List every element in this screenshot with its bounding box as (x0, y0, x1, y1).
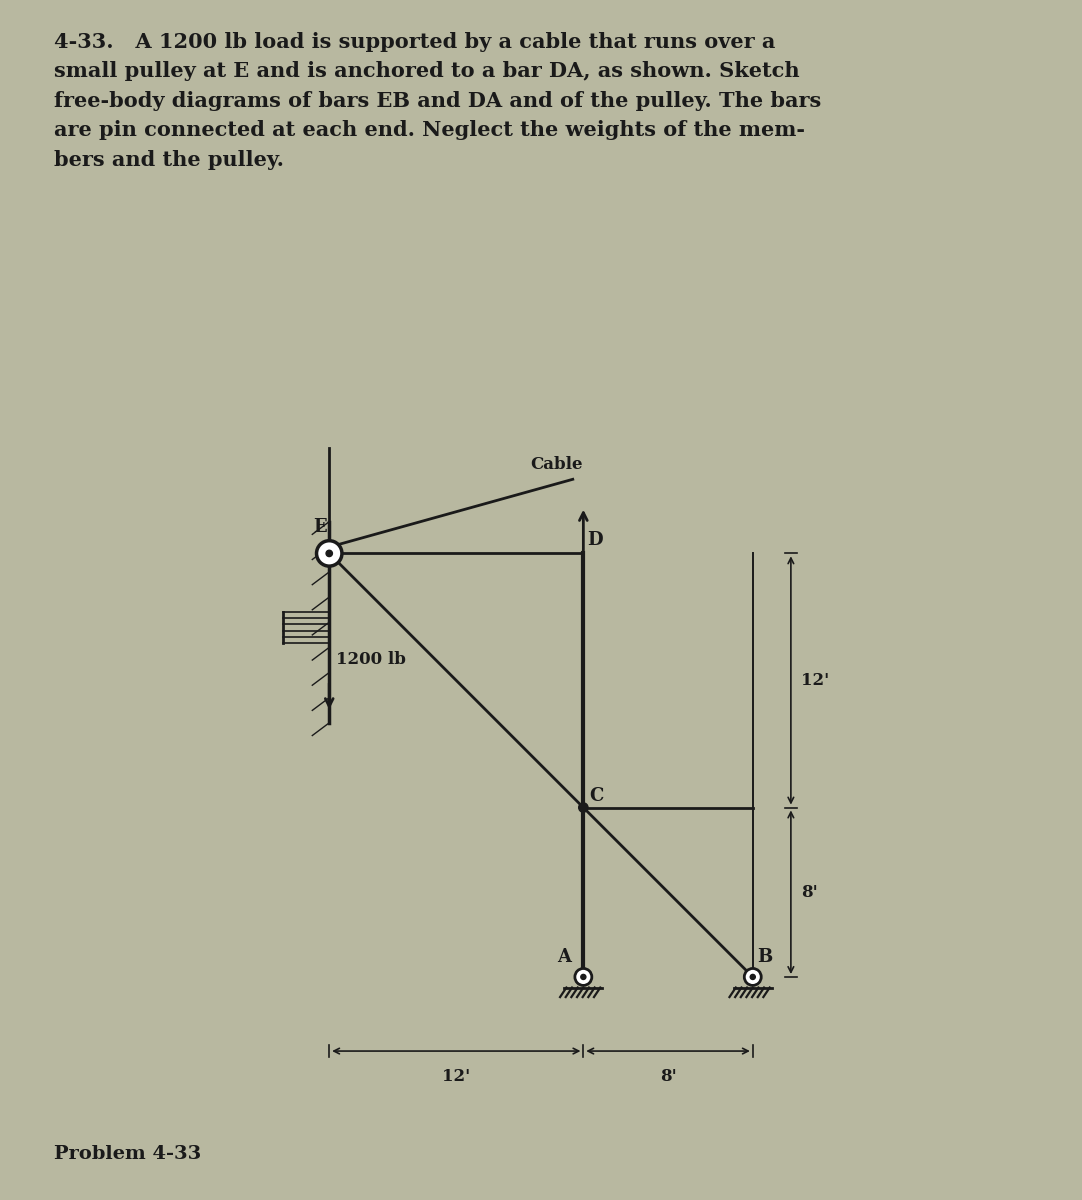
Text: C: C (590, 787, 604, 805)
Circle shape (744, 968, 762, 985)
Circle shape (317, 541, 342, 566)
Text: D: D (588, 532, 603, 550)
Text: 8': 8' (660, 1068, 676, 1085)
Circle shape (581, 974, 585, 979)
Text: Cable: Cable (530, 456, 583, 473)
Text: 12': 12' (443, 1068, 471, 1085)
Circle shape (579, 803, 588, 812)
Text: 12': 12' (802, 672, 830, 689)
Text: E: E (314, 518, 327, 536)
Circle shape (750, 974, 755, 979)
Text: 1200 lb: 1200 lb (335, 650, 406, 667)
Text: A: A (556, 948, 570, 966)
Circle shape (326, 551, 332, 557)
Text: Problem 4-33: Problem 4-33 (54, 1145, 201, 1163)
Text: 4-33.   A 1200 lb load is supported by a cable that runs over a
small pulley at : 4-33. A 1200 lb load is supported by a c… (54, 31, 821, 170)
Circle shape (575, 968, 592, 985)
Text: 8': 8' (802, 883, 818, 901)
Text: B: B (757, 948, 773, 966)
